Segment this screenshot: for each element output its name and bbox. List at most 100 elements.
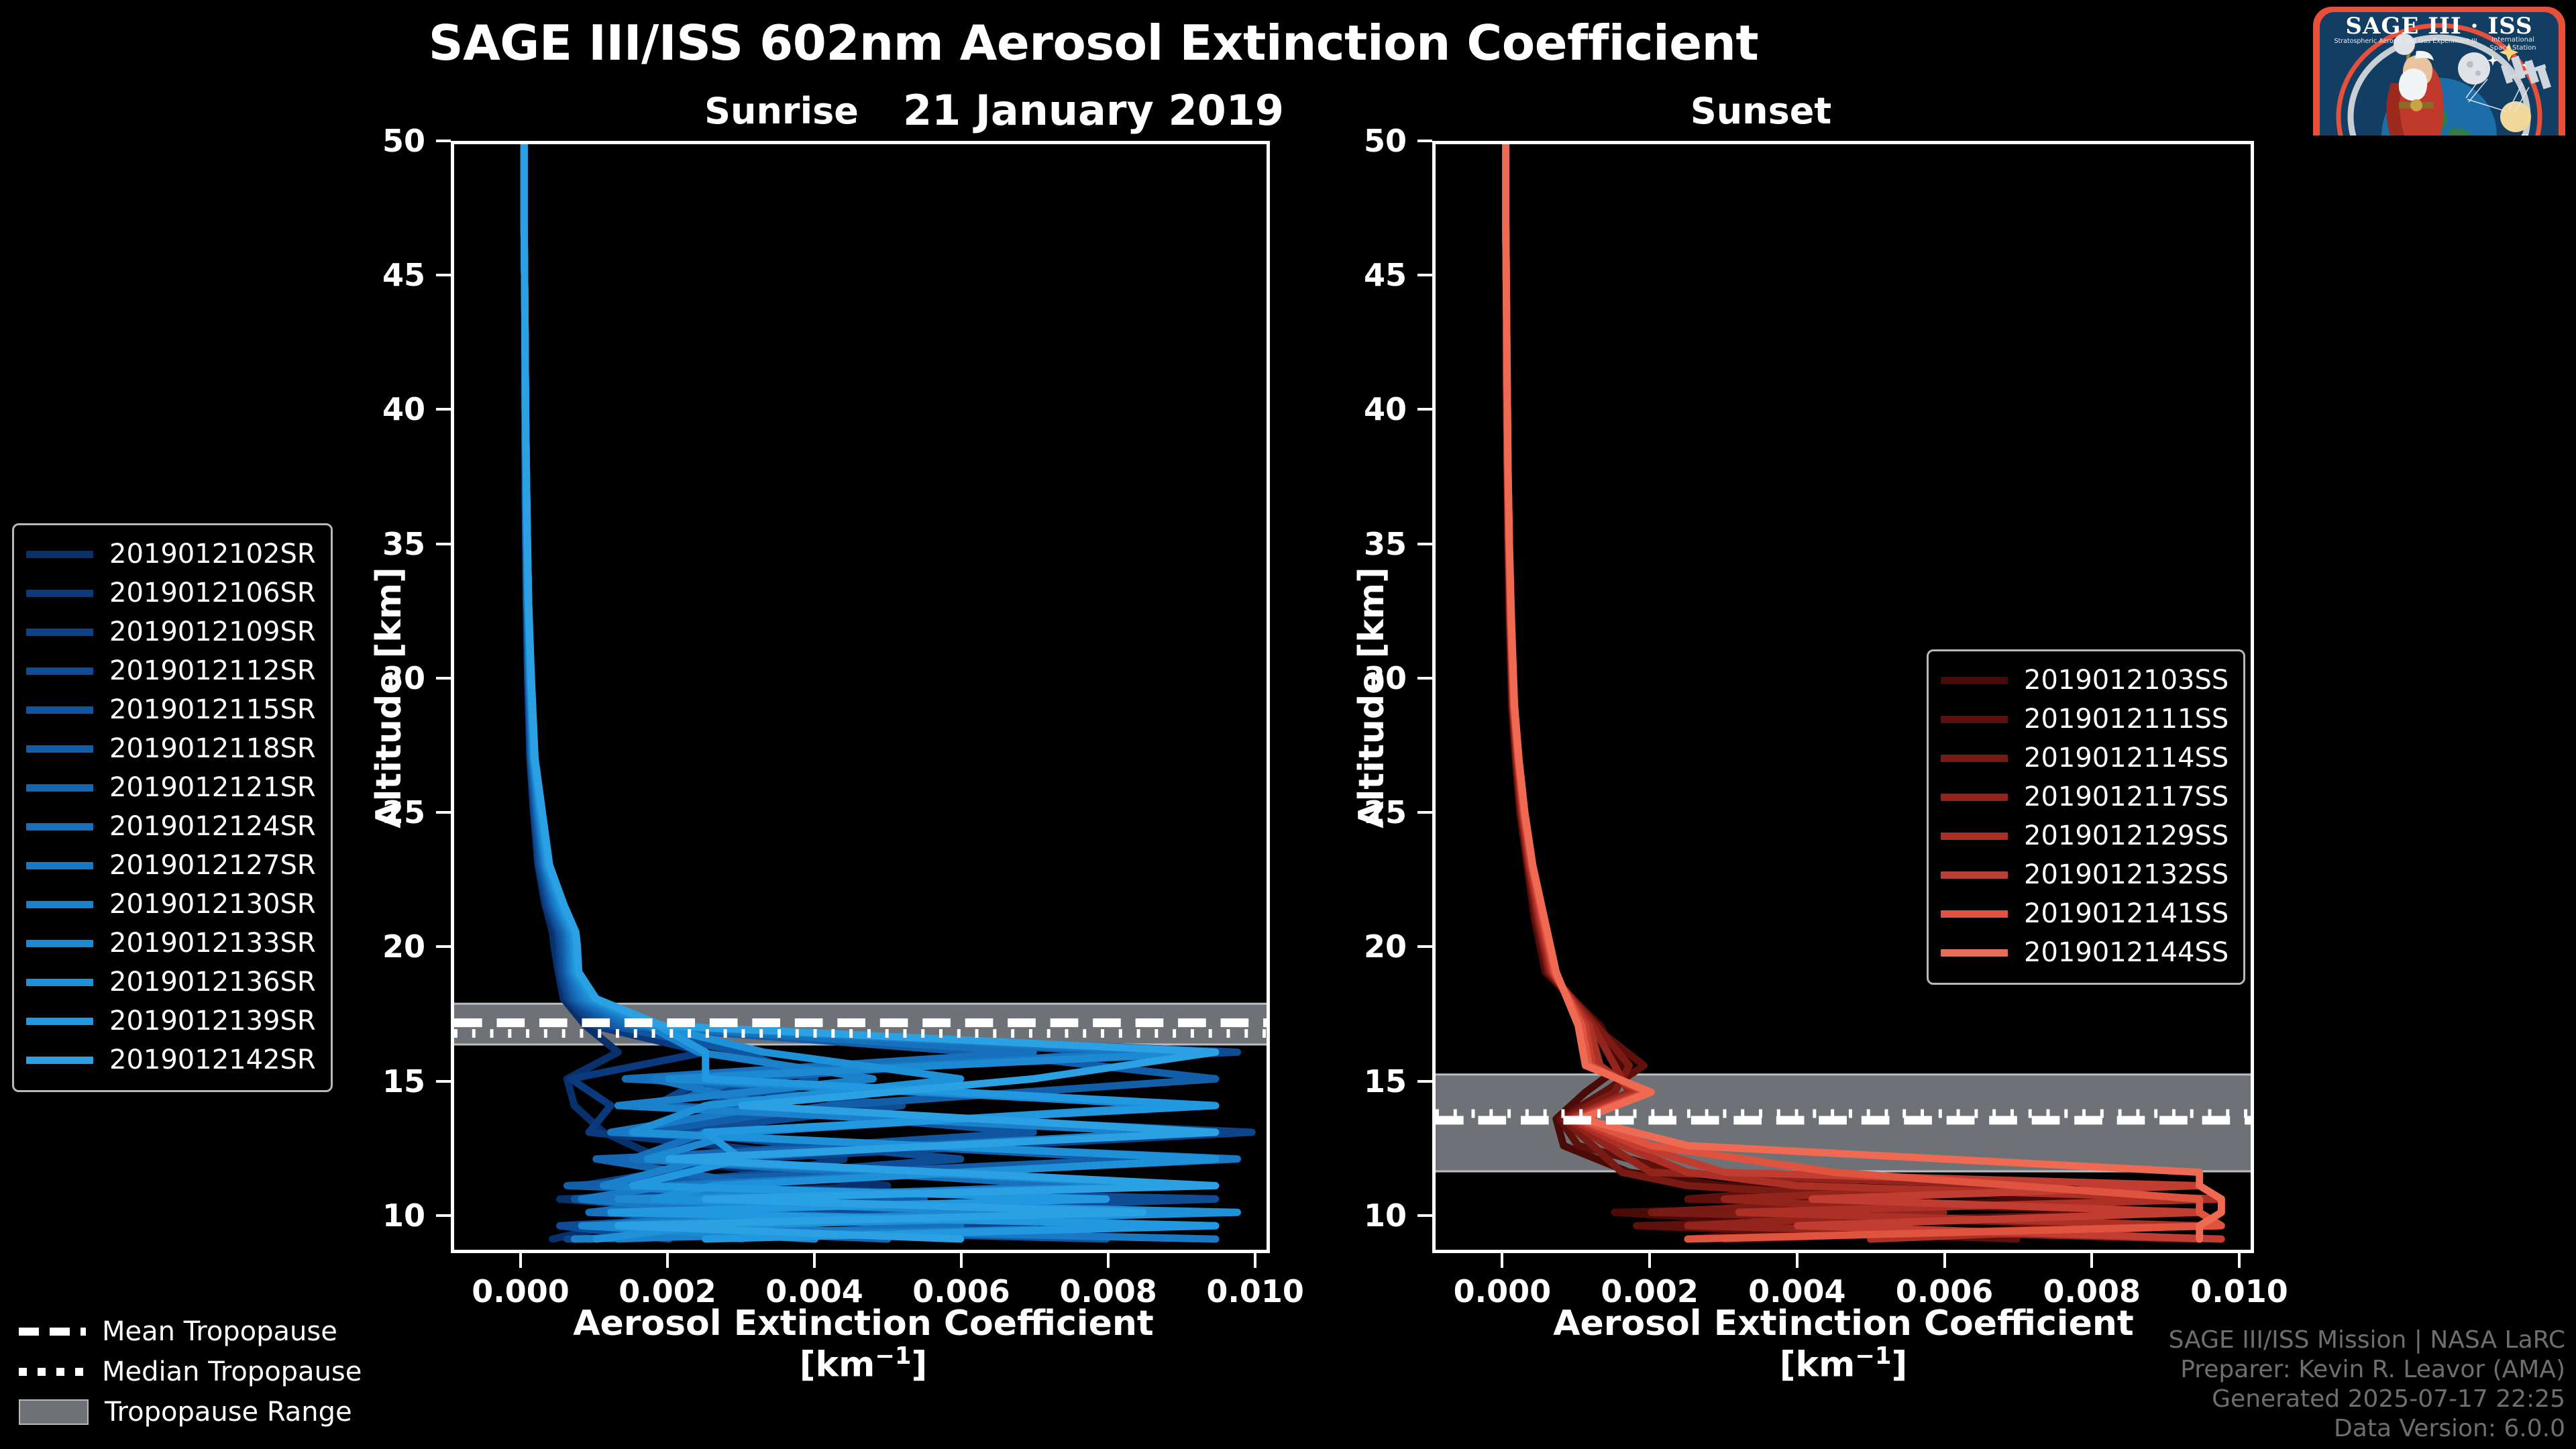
x-axis-title-sunset: Aerosol Extinction Coefficient [km−1] [1431,1304,2256,1385]
credits-block: SAGE III/ISS Mission | NASA LaRC Preparer… [2169,1326,2565,1444]
y-tick-mark [1417,408,1432,411]
x-tick-mark [813,1253,816,1268]
credits-line: Preparer: Kevin R. Leavor (AMA) [2180,1356,2565,1384]
y-tick-label: 10 [1363,1197,1407,1234]
y-tick-label: 40 [1363,391,1407,428]
legend-color-swatch [1941,754,2008,762]
legend-item[interactable]: 2019012136SR [26,963,316,1002]
y-tick-label: 30 [1363,659,1407,696]
x-tick-mark [666,1253,669,1268]
legend-item-label: 2019012129SS [2024,820,2229,851]
x-tick-label: 0.002 [619,1273,716,1309]
legend-item[interactable]: 2019012139SR [26,1002,316,1040]
legend-color-swatch [26,667,93,675]
x-tick-label: 0.006 [1895,1273,1994,1309]
y-tick-label: 10 [382,1197,425,1234]
legend-color-swatch [26,861,93,869]
legend-item[interactable]: 2019012124SR [26,807,316,846]
x-tick-mark [1254,1253,1257,1268]
legend-item[interactable]: 2019012127SR [26,846,316,885]
legend-color-swatch [1941,910,2008,918]
legend-item-label: 2019012115SR [109,694,316,725]
y-tick-mark [1417,1079,1432,1083]
x-tick-label: 0.010 [1206,1273,1304,1309]
x-tick-label: 0.006 [912,1273,1010,1309]
legend-color-swatch [1941,832,2008,840]
legend-item[interactable]: 2019012102SR [26,535,316,574]
legend-color-swatch [26,939,93,947]
y-tick-label: 35 [382,525,425,562]
median-tropopause-swatch [19,1368,86,1376]
x-tick-label: 0.008 [2043,1273,2141,1309]
legend-color-swatch [26,822,93,830]
legend-item[interactable]: 2019012111SS [1941,700,2229,739]
legend-item[interactable]: 2019012106SR [26,574,316,612]
y-tick-mark [1417,274,1432,277]
legend-item[interactable]: 2019012103SS [1941,661,2229,700]
legend-color-swatch [26,589,93,597]
legend-color-swatch [26,900,93,908]
x-tick-label: 0.004 [1748,1273,1846,1309]
legend-color-swatch [26,784,93,792]
credits-line: Generated 2025-07-17 22:25 [2212,1385,2565,1413]
plot-area-sunset [1432,141,2254,1253]
svg-text:International: International [2491,36,2534,44]
x-tick-mark [1795,1253,1799,1268]
y-tick-label: 45 [382,257,425,294]
legend-color-swatch [26,1017,93,1025]
x-tick-label: 0.004 [765,1273,863,1309]
legend-sunset[interactable]: 2019012103SS 2019012111SS 2019012114SS 2019… [1927,649,2246,985]
legend-item-tropopause: Tropopause Range [19,1392,362,1432]
x-tick-mark [1943,1253,1946,1268]
y-tick-label: 15 [1363,1063,1407,1099]
x-axis-title-text-right: Aerosol Extinction Coefficient [1553,1303,2134,1344]
legend-item[interactable]: 2019012130SR [26,885,316,924]
legend-item[interactable]: 2019012142SR [26,1040,316,1079]
legend-item[interactable]: 2019012115SR [26,690,316,729]
legend-item-label: 2019012130SR [109,889,316,920]
legend-color-swatch [26,978,93,986]
legend-color-swatch [1941,715,2008,723]
legend-color-swatch [26,1056,93,1064]
y-tick-label: 50 [382,123,425,159]
legend-item[interactable]: 2019012112SR [26,651,316,690]
x-axis-unit-left: [km−1] [799,1342,928,1385]
legend-item[interactable]: 2019012144SS [1941,933,2229,972]
x-tick-mark [2238,1253,2241,1268]
legend-item[interactable]: 2019012118SR [26,729,316,768]
legend-item-label: 2019012132SS [2024,859,2229,890]
legend-item-label: 2019012139SR [109,1006,316,1036]
plot-clip-sunset [1436,144,2251,1250]
legend-color-swatch [1941,793,2008,801]
y-axis-title-sunrise: Altitude [km] [369,567,409,828]
legend-item[interactable]: 2019012109SR [26,612,316,651]
y-axis-title-sunset: Altitude [km] [1352,567,1392,828]
legend-item-label: 2019012118SR [109,733,316,764]
sage-iii-iss-logo-icon: SAGE III · ISS Stratospheric Aerosol and… [2308,4,2571,136]
x-axis-unit-right: [km−1] [1779,1342,1908,1385]
x-tick-mark [519,1253,523,1268]
legend-item-label: 2019012121SR [109,772,316,803]
legend-sunrise[interactable]: 2019012102SR 2019012106SR 2019012109SR 2019… [12,523,333,1092]
mean-tropopause-swatch [19,1328,86,1336]
tropopause-range-edge-top [1436,1073,2251,1076]
svg-text:Stratospheric Aerosol and Gas: Stratospheric Aerosol and Gas Experiment… [2334,38,2477,45]
profile-line [1502,144,2225,1243]
legend-item[interactable]: 2019012133SR [26,924,316,963]
legend-item[interactable]: 2019012141SS [1941,894,2229,933]
profile-lines-sunset [1436,144,2251,1243]
y-tick-mark [436,140,451,142]
legend-item[interactable]: 2019012114SS [1941,739,2229,777]
plot-area-sunrise [451,141,1270,1253]
y-tick-label: 40 [382,391,425,428]
legend-item[interactable]: 2019012121SR [26,768,316,807]
y-tick-mark [1417,811,1432,814]
legend-item-label: 2019012112SR [109,655,316,686]
legend-item[interactable]: 2019012132SS [1941,855,2229,894]
x-tick-mark [960,1253,963,1268]
legend-item[interactable]: 2019012117SS [1941,777,2229,816]
legend-item[interactable]: 2019012129SS [1941,816,2229,855]
legend-item-label: 2019012144SS [2024,937,2229,968]
legend-color-swatch [26,628,93,636]
credits-line: Data Version: 6.0.0 [2334,1415,2565,1443]
